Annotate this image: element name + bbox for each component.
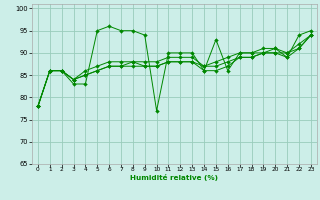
X-axis label: Humidité relative (%): Humidité relative (%) — [131, 174, 219, 181]
